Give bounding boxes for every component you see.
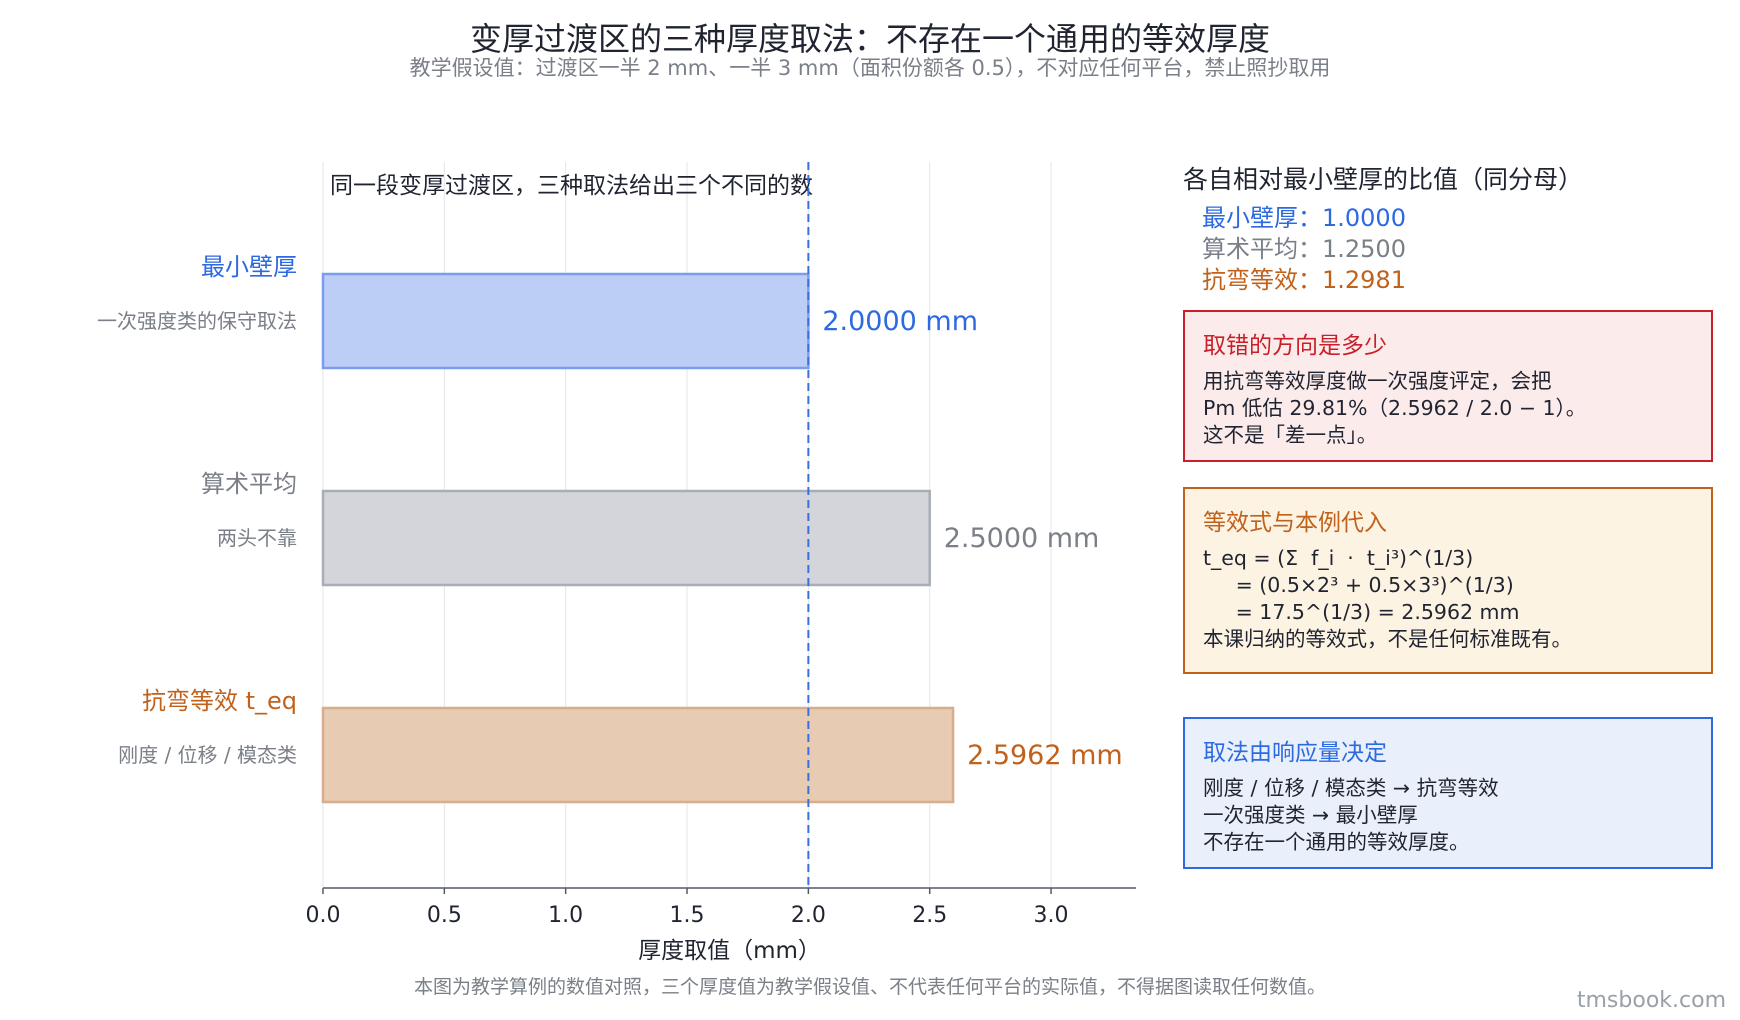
page-subtitle: 教学假设值：过渡区一半 2 mm、一半 3 mm（面积份额各 0.5），不对应任… xyxy=(409,56,1331,80)
bar-category-label: 抗弯等效 t_eq xyxy=(142,687,297,715)
bar xyxy=(321,272,810,370)
ratio-min-wall: 最小壁厚：1.0000 xyxy=(1202,204,1406,232)
ratio-bending-equiv: 抗弯等效：1.2981 xyxy=(1202,266,1406,294)
footer-note: 本图为教学算例的数值对照，三个厚度值为教学假设值、不代表任何平台的实际值，不得据… xyxy=(413,976,1326,998)
x-tick-label: 3.0 xyxy=(1034,903,1069,928)
method-choice-box: 取法由响应量决定 刚度 / 位移 / 模态类 → 抗弯等效 一次强度类 → 最小… xyxy=(1183,717,1713,869)
x-tick-label: 0.0 xyxy=(306,903,341,928)
formula-line: 本课归纳的等效式，不是任何标准既有。 xyxy=(1203,627,1572,651)
bar-value-label: 2.5000 mm xyxy=(944,523,1100,554)
x-axis-label: 厚度取值（mm） xyxy=(638,938,821,964)
x-tick-label: 1.5 xyxy=(670,903,705,928)
bar xyxy=(321,489,931,587)
bar-category-label: 最小壁厚 xyxy=(201,253,297,281)
bar xyxy=(321,706,955,804)
x-tick-label: 1.0 xyxy=(548,903,583,928)
error-direction-line: Pm 低估 29.81%（2.5962 / 2.0 − 1）。 xyxy=(1203,396,1587,420)
bar-value-label: 2.0000 mm xyxy=(822,306,978,337)
formula-title: 等效式与本例代入 xyxy=(1203,510,1387,536)
method-choice-line: 刚度 / 位移 / 模态类 → 抗弯等效 xyxy=(1203,776,1499,800)
chart-annotation: 同一段变厚过渡区，三种取法给出三个不同的数 xyxy=(330,173,813,199)
x-tick-label: 2.0 xyxy=(791,903,826,928)
formula-line: = (0.5×2³ + 0.5×3³)^(1/3) xyxy=(1203,573,1514,597)
bar-sublabel: 刚度 / 位移 / 模态类 xyxy=(118,743,297,767)
bar-value-label: 2.5962 mm xyxy=(967,740,1123,771)
ratio-arith-mean: 算术平均：1.2500 xyxy=(1202,235,1406,263)
method-choice-line: 不存在一个通用的等效厚度。 xyxy=(1203,830,1470,854)
method-choice-title: 取法由响应量决定 xyxy=(1203,740,1387,766)
x-tick-label: 0.5 xyxy=(427,903,462,928)
formula-line: t_eq = (Σ f_i · t_i³)^(1/3) xyxy=(1203,546,1474,570)
error-direction-title: 取错的方向是多少 xyxy=(1203,333,1387,359)
formula-line: = 17.5^(1/3) = 2.5962 mm xyxy=(1203,600,1520,624)
error-direction-line: 这不是「差一点」。 xyxy=(1203,423,1378,447)
watermark: tmsbook.com xyxy=(1576,988,1726,1013)
error-direction-line: 用抗弯等效厚度做一次强度评定，会把 xyxy=(1203,369,1552,393)
method-choice-line: 一次强度类 → 最小壁厚 xyxy=(1203,803,1418,827)
ratios-title: 各自相对最小壁厚的比值（同分母） xyxy=(1183,165,1584,194)
error-direction-box: 取错的方向是多少 用抗弯等效厚度做一次强度评定，会把 Pm 低估 29.81%（… xyxy=(1183,310,1713,462)
x-tick-label: 2.5 xyxy=(912,903,947,928)
formula-box: 等效式与本例代入 t_eq = (Σ f_i · t_i³)^(1/3) = (… xyxy=(1183,487,1713,674)
bar-sublabel: 两头不靠 xyxy=(217,526,297,550)
bar-sublabel: 一次强度类的保守取法 xyxy=(97,309,297,333)
page-title: 变厚过渡区的三种厚度取法：不存在一个通用的等效厚度 xyxy=(469,20,1270,58)
bar-category-label: 算术平均 xyxy=(201,470,297,498)
